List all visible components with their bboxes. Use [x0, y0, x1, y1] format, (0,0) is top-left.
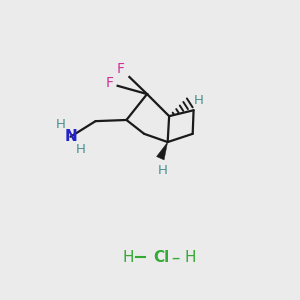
Text: F: F: [117, 61, 125, 76]
Text: H: H: [122, 250, 134, 265]
Text: H: H: [55, 118, 65, 131]
Text: H: H: [184, 250, 196, 265]
Text: H: H: [76, 142, 86, 156]
Text: –: –: [171, 248, 179, 266]
Text: N: N: [64, 129, 77, 144]
Text: H: H: [158, 164, 168, 177]
Text: Cl: Cl: [154, 250, 170, 265]
Text: F: F: [105, 76, 113, 91]
Polygon shape: [157, 142, 168, 160]
Text: H: H: [193, 94, 203, 107]
